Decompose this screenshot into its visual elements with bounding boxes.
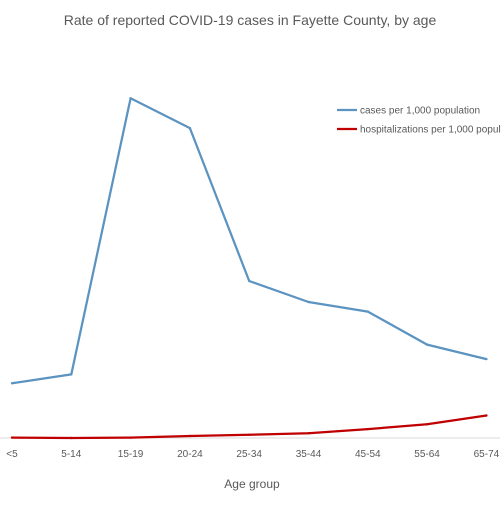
- data-point: [188, 434, 192, 438]
- legend: cases per 1,000 population hospitalizatio…: [337, 106, 500, 136]
- series-line-1: [11, 97, 487, 385]
- x-tick-label: 25-34: [236, 449, 262, 460]
- data-point: [70, 373, 73, 376]
- data-point: [307, 432, 310, 435]
- x-axis-title: Age group: [224, 477, 280, 491]
- data-point: [248, 279, 251, 283]
- x-tick-label: 15-19: [118, 449, 144, 460]
- data-point: [10, 382, 14, 385]
- x-tick-label: 35-44: [296, 449, 322, 460]
- data-point: [307, 300, 310, 304]
- legend-label: cases per 1,000 population: [360, 106, 480, 117]
- x-tick-label: 65-74: [474, 449, 500, 460]
- data-point: [425, 343, 429, 346]
- x-tick-label: 45-54: [355, 449, 381, 460]
- x-tick-label: 55-64: [414, 449, 440, 460]
- data-point: [188, 126, 192, 130]
- data-point: [366, 427, 369, 431]
- data-point: [129, 97, 132, 100]
- x-tick-label: 5-14: [61, 449, 81, 460]
- series-layer: [10, 97, 488, 440]
- legend-label: hospitalizations per 1,000 population: [360, 125, 500, 136]
- x-tick-label: 20-24: [177, 449, 203, 460]
- data-point: [70, 436, 73, 440]
- x-tick-label: <5: [6, 449, 18, 460]
- data-point: [425, 423, 429, 426]
- data-point: [366, 310, 369, 313]
- data-point: [485, 357, 488, 361]
- x-tick-labels: <5 5-14 15-19 20-24 25-34 35-44 45-54 55-64 65-7…: [6, 449, 499, 460]
- data-point: [485, 414, 488, 417]
- data-point: [248, 433, 251, 436]
- data-point: [10, 436, 14, 439]
- chart-title: Rate of reported COVID-19 cases in Fayet…: [64, 12, 437, 28]
- data-point: [129, 436, 132, 439]
